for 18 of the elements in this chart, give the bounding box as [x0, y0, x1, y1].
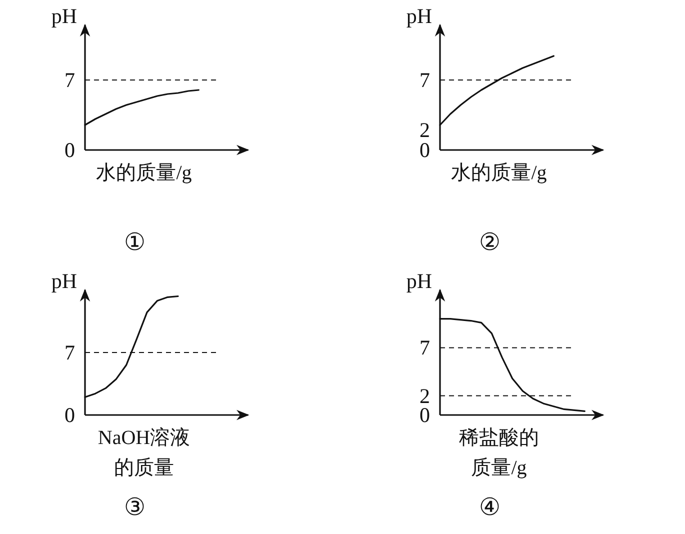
- y-tick-label: 7: [420, 336, 430, 360]
- text: ④: [478, 494, 502, 522]
- y-axis-title: pH: [51, 269, 77, 293]
- y-tick-label: 7: [420, 68, 430, 92]
- text: ③: [123, 494, 147, 522]
- y-tick-label: 7: [64, 68, 75, 92]
- y-tick-label: 0: [64, 138, 75, 162]
- text: ②: [478, 229, 502, 257]
- y-axis-title: pH: [51, 4, 77, 28]
- y-tick-label: 0: [64, 403, 75, 427]
- x-axis-title: 水的质量/g: [95, 161, 193, 186]
- text: ①: [123, 229, 147, 257]
- x-axis-title: NaOH溶液的质量: [96, 426, 192, 481]
- x-axis-title: 稀盐酸的质量/g: [458, 426, 540, 481]
- y-axis-title: pH: [406, 269, 432, 293]
- x-axis-title: 水的质量/g: [450, 161, 548, 186]
- y-axis-title: pH: [406, 4, 432, 28]
- y-tick-label: 7: [64, 340, 75, 364]
